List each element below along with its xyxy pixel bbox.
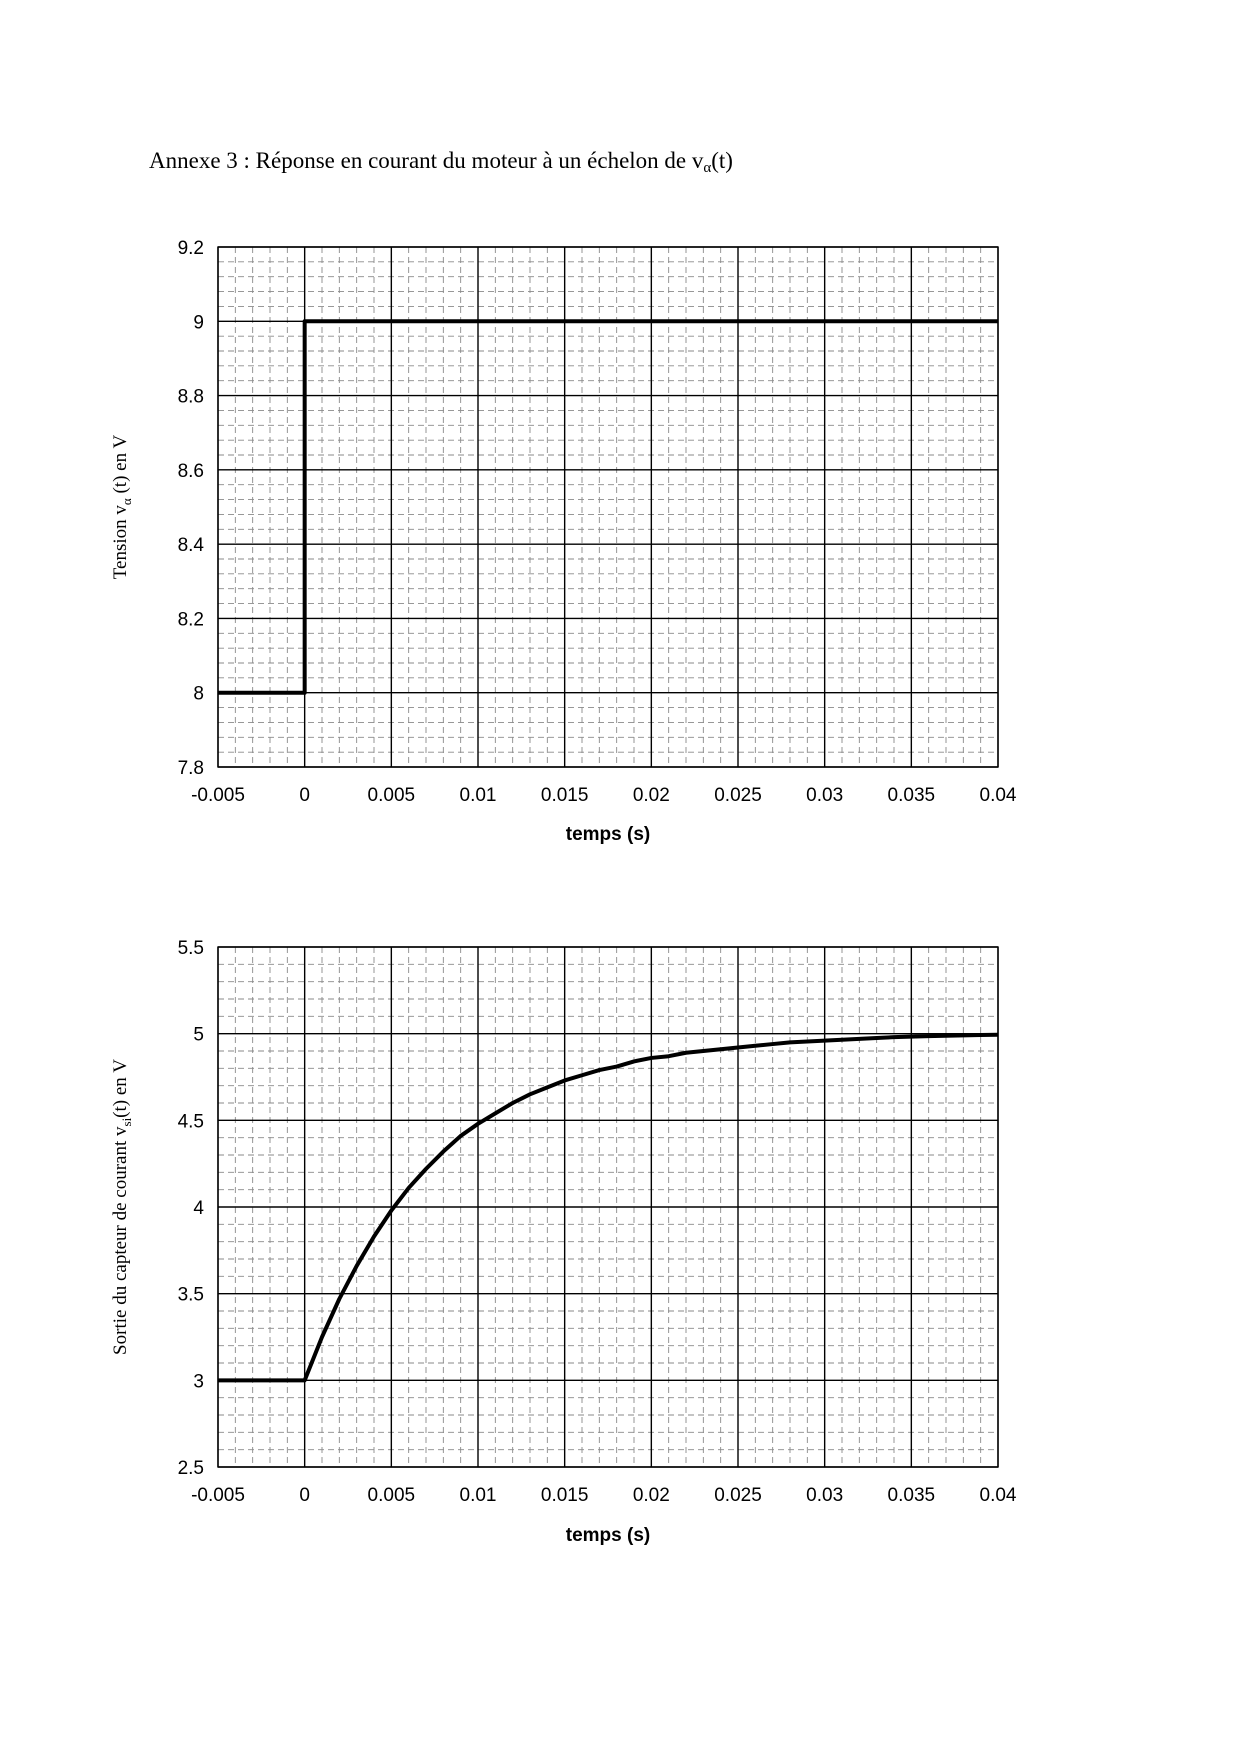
y-axis-label-text: Sortie du capteur de courant v	[110, 1126, 131, 1355]
plot-frame	[217, 946, 999, 1468]
x-tick-label: 0.04	[980, 785, 1017, 806]
x-tick-label: 0.025	[714, 1485, 762, 1506]
y-tick-label: 5.5	[178, 938, 204, 959]
y-axis-label-subscript: α	[119, 498, 134, 505]
x-tick-label: 0.02	[633, 1485, 670, 1506]
y-axis-label: Sortie du capteur de courant vsi(t) en V	[110, 1059, 134, 1355]
y-tick-label: 2.5	[178, 1458, 204, 1479]
x-tick-label: 0.02	[633, 785, 670, 806]
y-tick-label: 7.8	[178, 758, 204, 779]
x-tick-label: 0	[299, 1485, 310, 1506]
x-tick-label: 0.03	[806, 1485, 843, 1506]
x-tick-label: -0.005	[191, 785, 245, 806]
plot-frame	[217, 246, 999, 768]
y-tick-label: 4.5	[178, 1111, 204, 1132]
y-axis-label-text: Tension v	[110, 505, 131, 580]
y-tick-label: 9	[193, 312, 204, 333]
y-tick-label: 3.5	[178, 1285, 204, 1306]
title-suffix: (t)	[711, 148, 733, 173]
x-tick-label: 0.035	[888, 785, 936, 806]
x-tick-label: -0.005	[191, 1485, 245, 1506]
y-tick-label: 5	[193, 1025, 204, 1046]
y-tick-label: 3	[193, 1371, 204, 1392]
x-axis-label: temps (s)	[566, 1525, 650, 1546]
x-tick-label: 0.005	[368, 1485, 416, 1506]
x-tick-label: 0	[299, 785, 310, 806]
series-line	[218, 1032, 999, 1383]
y-tick-label: 8.2	[178, 609, 204, 630]
title-prefix: Annexe 3 : Réponse en courant du moteur …	[149, 148, 704, 173]
y-axis-label-subscript: si	[119, 1117, 134, 1126]
y-axis-label: Tension vα (t) en V	[110, 435, 134, 580]
y-tick-label: 4	[193, 1198, 204, 1219]
series-line	[218, 319, 998, 695]
x-tick-label: 0.005	[368, 785, 416, 806]
voltage-step-chart: -0.005 0 0.005 0.01 0.015 0.02 0.025 0.03 0.035 0…	[110, 238, 1017, 845]
x-tick-label: 0.01	[460, 1485, 497, 1506]
x-tick-label: 0.025	[714, 785, 762, 806]
x-tick-label: 0.03	[806, 785, 843, 806]
x-axis-label: temps (s)	[566, 824, 650, 845]
y-tick-label: 8	[193, 684, 204, 705]
y-tick-label: 9.2	[178, 238, 204, 259]
y-tick-label: 8.8	[178, 387, 204, 408]
x-tick-label: 0.015	[541, 785, 589, 806]
y-axis-label-text: (t) en V	[110, 1059, 131, 1118]
y-axis-label-text: (t) en V	[110, 435, 131, 499]
x-tick-label: 0.035	[888, 1485, 936, 1506]
y-tick-label: 8.6	[178, 461, 204, 482]
page-title: Annexe 3 : Réponse en courant du moteur …	[149, 148, 733, 177]
current-sensor-chart: -0.005 0 0.005 0.01 0.015 0.02 0.025 0.03 0.035 0…	[110, 938, 1017, 1546]
x-tick-label: 0.015	[541, 1485, 589, 1506]
x-tick-label: 0.01	[460, 785, 497, 806]
title-subscript: α	[703, 160, 712, 176]
x-tick-label: 0.04	[980, 1485, 1017, 1506]
y-tick-label: 8.4	[178, 535, 205, 556]
